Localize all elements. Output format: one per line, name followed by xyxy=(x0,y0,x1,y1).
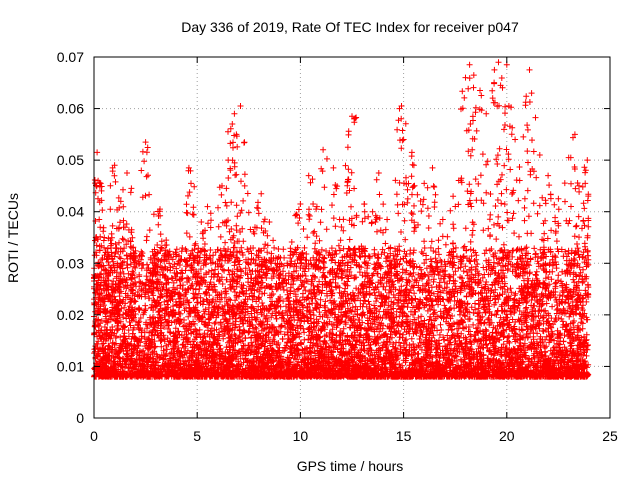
axis-ticks xyxy=(93,56,611,419)
y-tick-label: 0.05 xyxy=(57,152,84,168)
y-tick-label: 0.02 xyxy=(57,307,84,323)
x-tick-label: 20 xyxy=(499,428,515,444)
roti-markers xyxy=(91,59,592,380)
y-tick-label: 0.01 xyxy=(57,358,84,374)
x-tick-labels: 0 5 10 15 20 25 xyxy=(90,428,618,444)
x-tick-label: 25 xyxy=(602,428,618,444)
data-points xyxy=(91,59,592,380)
x-tick-label: 5 xyxy=(193,428,201,444)
y-tick-label: 0.07 xyxy=(57,49,84,65)
y-tick-label: 0 xyxy=(76,410,84,426)
x-axis-title: GPS time / hours xyxy=(297,458,404,474)
x-tick-label: 0 xyxy=(90,428,98,444)
y-axis-title: ROTI / TECUs xyxy=(5,193,21,283)
y-tick-label: 0.06 xyxy=(57,101,84,117)
chart-title: Day 336 of 2019, Rate Of TEC Index for r… xyxy=(181,19,519,35)
x-tick-label: 10 xyxy=(293,428,309,444)
y-tick-label: 0.04 xyxy=(57,204,84,220)
x-tick-label: 15 xyxy=(396,428,412,444)
y-tick-label: 0.03 xyxy=(57,255,84,271)
plot-frame xyxy=(93,56,611,419)
y-tick-labels: 0 0.01 0.02 0.03 0.04 0.05 0.06 0.07 xyxy=(57,49,84,426)
